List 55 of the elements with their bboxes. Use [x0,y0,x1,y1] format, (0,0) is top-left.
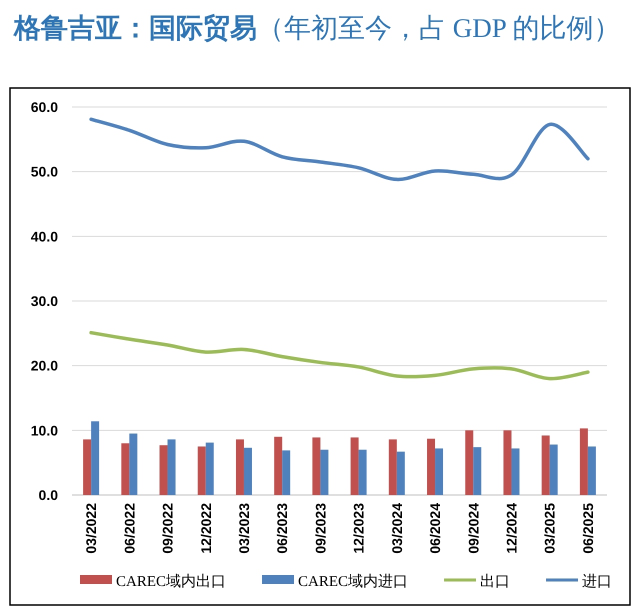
bar [588,446,596,495]
chart-subtitle: （年初至今，占 GDP 的比例） [257,13,621,43]
bar [503,430,512,495]
bar [388,439,397,495]
bar [282,450,290,495]
x-tick-label: 12/2022 [198,502,214,554]
x-tick-label: 09/2024 [465,502,482,554]
chart-title: 格鲁吉亚：国际贸易 [14,13,257,43]
bar [129,434,138,495]
x-tick-label: 03/2023 [236,502,252,554]
bar [160,445,168,495]
x-tick-label: 12/2023 [350,502,367,554]
bar [580,428,588,495]
legend-label: CAREC域内进口 [298,573,408,590]
x-tick-label: 12/2024 [503,502,520,554]
bar [550,444,558,495]
x-tick-label: 06/2023 [274,502,290,554]
x-tick-label: 09/2022 [160,502,176,554]
y-tick-label: 20.0 [30,358,58,374]
x-tick-label: 06/2025 [580,502,596,554]
bar [511,448,520,495]
bar [121,443,130,495]
bar [168,439,176,495]
bar [312,437,320,495]
x-tick-label: 03/2025 [542,502,558,554]
bar [320,450,328,495]
x-tick-label: 06/2024 [427,502,444,554]
bar [358,450,367,495]
x-tick-label: 03/2024 [388,502,405,554]
bar [206,442,214,495]
bar [473,447,482,495]
bar [435,448,444,495]
y-tick-label: 0.0 [38,487,58,503]
y-tick-label: 10.0 [30,422,58,438]
legend-label: 进口 [582,573,612,590]
bar [542,436,550,495]
bar [91,421,100,495]
legend-label: 出口 [480,573,510,590]
bar [274,436,282,495]
bar [83,439,92,495]
y-tick-label: 50.0 [30,164,58,180]
bar [427,438,436,495]
legend-label: CAREC域内出口 [116,573,226,590]
y-tick-label: 40.0 [30,228,58,244]
bar [465,430,474,495]
x-tick-label: 09/2023 [312,502,328,554]
x-tick-label: 03/2022 [83,502,100,554]
bar [236,439,244,495]
bar [244,448,252,495]
bar [198,446,206,495]
bar [396,452,405,495]
bar [350,437,359,495]
y-tick-label: 30.0 [30,293,58,309]
x-tick-label: 06/2022 [121,502,138,554]
y-tick-label: 60.0 [30,99,58,115]
